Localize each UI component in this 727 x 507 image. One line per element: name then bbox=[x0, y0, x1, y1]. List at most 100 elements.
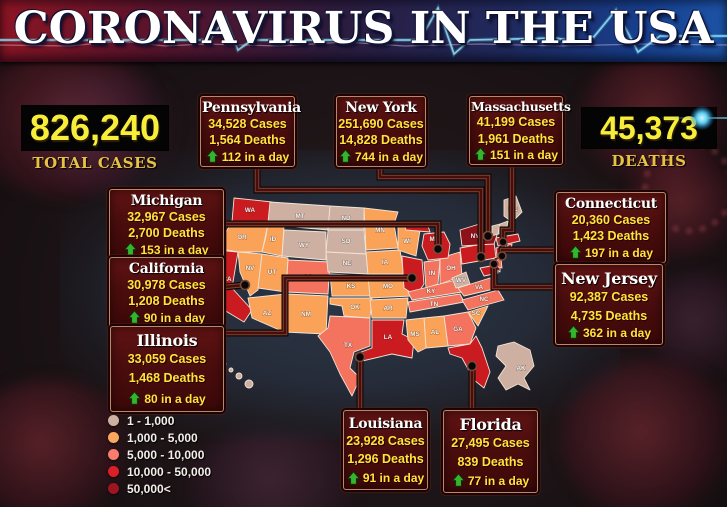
green-up-arrow-icon bbox=[451, 474, 465, 487]
green-up-arrow-icon bbox=[128, 392, 142, 405]
callout-new-york: New York 251,690 Cases 14,828 Deaths 744… bbox=[336, 96, 426, 167]
legend-label: 10,000 - 50,000 bbox=[127, 464, 212, 479]
state-cases: 33,059 Cases bbox=[127, 352, 207, 367]
anchor-dot-massachusetts bbox=[498, 237, 508, 247]
map-label-ny: NY bbox=[471, 233, 481, 240]
state-cases: 27,495 Cases bbox=[451, 436, 530, 451]
callout-anchor-dots bbox=[239, 230, 508, 372]
green-up-arrow-icon bbox=[474, 148, 487, 161]
connector-illinois bbox=[225, 274, 410, 337]
state-daily: 80 in a day bbox=[144, 391, 206, 406]
callout-louisiana: Louisiana 23,928 Cases 1,296 Deaths 91 i… bbox=[343, 410, 428, 491]
state-cases: 251,690 Cases bbox=[338, 117, 424, 132]
anchor-dot-california bbox=[239, 279, 251, 291]
green-up-arrow-icon bbox=[567, 326, 580, 339]
anchor-dot-louisiana bbox=[354, 351, 366, 363]
state-cases: 20,360 Cases bbox=[571, 213, 651, 228]
map-label-nc: NC bbox=[479, 296, 489, 303]
map-label-wy: WY bbox=[299, 242, 310, 249]
map-state-labels: WAORCANVIDUTAZMTWYCONMNDSDNEKSOKTXMNIAMO… bbox=[222, 206, 526, 373]
connector-michigan bbox=[225, 220, 442, 247]
green-up-arrow-icon bbox=[124, 243, 138, 256]
state-name: California bbox=[128, 261, 205, 277]
legend-label: 50,000< bbox=[127, 481, 171, 496]
state-name: Massachusetts bbox=[471, 99, 571, 114]
map-label-tx: TX bbox=[344, 342, 353, 349]
state-deaths: 1,564 Deaths bbox=[209, 133, 286, 148]
map-label-la: LA bbox=[384, 334, 393, 341]
connector-new-york bbox=[376, 165, 492, 234]
state-name: Connecticut bbox=[565, 196, 657, 212]
callout-illinois: Illinois 33,059 Cases 1,468 Deaths 80 in… bbox=[110, 326, 224, 412]
anchor-dot-new-jersey bbox=[489, 259, 499, 269]
map-label-nd: ND bbox=[341, 215, 351, 222]
map-legend: 1 - 1,000 1,000 - 5,000 5,000 - 10,000 1… bbox=[108, 412, 211, 497]
state-daily: 744 in a day bbox=[354, 149, 424, 164]
map-label-ks: KS bbox=[347, 283, 356, 290]
legend-color-dot bbox=[108, 483, 119, 494]
green-up-arrow-icon bbox=[205, 150, 219, 163]
callout-connecticut: Connecticut 20,360 Cases 1,423 Deaths 19… bbox=[556, 192, 666, 263]
legend-row: 1,000 - 5,000 bbox=[108, 429, 211, 446]
state-name: Pennsylvania bbox=[202, 100, 301, 116]
map-label-ms: MS bbox=[410, 331, 419, 338]
map-label-mo: MO bbox=[383, 283, 393, 290]
legend-color-dot bbox=[108, 415, 119, 426]
callout-connectors bbox=[223, 163, 555, 411]
title-banner: CORONAVIRUS IN THE USA bbox=[0, 0, 727, 62]
map-label-ca: CA bbox=[222, 276, 232, 283]
state-cases: 34,528 Cases bbox=[208, 117, 287, 132]
state-daily: 91 in a day bbox=[362, 471, 425, 486]
map-label-nm: NM bbox=[301, 311, 311, 318]
state-cases: 41,199 Cases bbox=[476, 115, 556, 130]
map-label-ut: UT bbox=[268, 269, 277, 276]
map-label-in: IN bbox=[429, 270, 436, 277]
anchor-dot-michigan bbox=[432, 243, 444, 255]
map-label-ga: GA bbox=[453, 326, 463, 333]
state-daily: 112 in a day bbox=[221, 149, 290, 164]
anchor-dot-illinois bbox=[406, 272, 418, 284]
callout-massachusetts: Massachusetts 41,199 Cases 1,961 Deaths … bbox=[469, 96, 571, 165]
map-state-ms bbox=[405, 317, 427, 353]
map-label-id: ID bbox=[270, 236, 277, 243]
connector-pennsylvania bbox=[253, 165, 485, 255]
state-name: Louisiana bbox=[348, 416, 423, 432]
state-deaths: 1,468 Deaths bbox=[128, 371, 206, 386]
map-label-az: AZ bbox=[263, 310, 272, 317]
callout-florida: Florida 27,495 Cases 839 Deaths 77 in a … bbox=[443, 410, 538, 493]
map-label-mt: MT bbox=[295, 213, 304, 220]
state-name: New Jersey bbox=[561, 269, 657, 288]
callout-california: California 30,978 Cases 1,208 Deaths 90 … bbox=[109, 257, 224, 328]
map-label-al: AL bbox=[431, 329, 440, 336]
map-state-hi bbox=[228, 367, 234, 373]
deaths-label: DEATHS bbox=[611, 152, 687, 170]
state-daily: 153 in a day bbox=[140, 242, 209, 257]
state-cases: 32,967 Cases bbox=[127, 210, 206, 225]
map-label-wa: WA bbox=[245, 207, 256, 214]
map-label-ar: AR bbox=[383, 305, 393, 312]
map-state-ar bbox=[369, 297, 409, 319]
map-label-sc: SC bbox=[472, 310, 481, 317]
green-up-arrow-icon bbox=[339, 150, 352, 163]
state-name: Michigan bbox=[130, 193, 203, 209]
map-state-la bbox=[355, 319, 415, 363]
green-up-arrow-icon bbox=[346, 471, 360, 485]
legend-color-dot bbox=[108, 466, 119, 477]
state-daily: 151 in a day bbox=[489, 147, 559, 162]
total-cases-box: 826,240 bbox=[22, 106, 168, 150]
map-label-ky: KY bbox=[427, 288, 437, 295]
anchor-dot-florida bbox=[466, 360, 478, 372]
state-deaths: 14,828 Deaths bbox=[339, 133, 423, 148]
state-name: New York bbox=[345, 100, 417, 116]
state-cases: 92,387 Cases bbox=[569, 290, 649, 305]
map-state-hi bbox=[244, 379, 254, 389]
state-deaths: 4,735 Deaths bbox=[570, 308, 648, 323]
state-daily: 197 in a day bbox=[584, 245, 654, 260]
map-label-nv: NV bbox=[246, 265, 256, 272]
state-deaths: 2,700 Deaths bbox=[128, 226, 205, 241]
state-daily: 77 in a day bbox=[467, 473, 530, 488]
callout-pennsylvania: Pennsylvania 34,528 Cases 1,564 Deaths 1… bbox=[200, 96, 301, 167]
anchor-dot-pennsylvania bbox=[475, 251, 487, 263]
green-up-arrow-icon bbox=[127, 311, 141, 324]
